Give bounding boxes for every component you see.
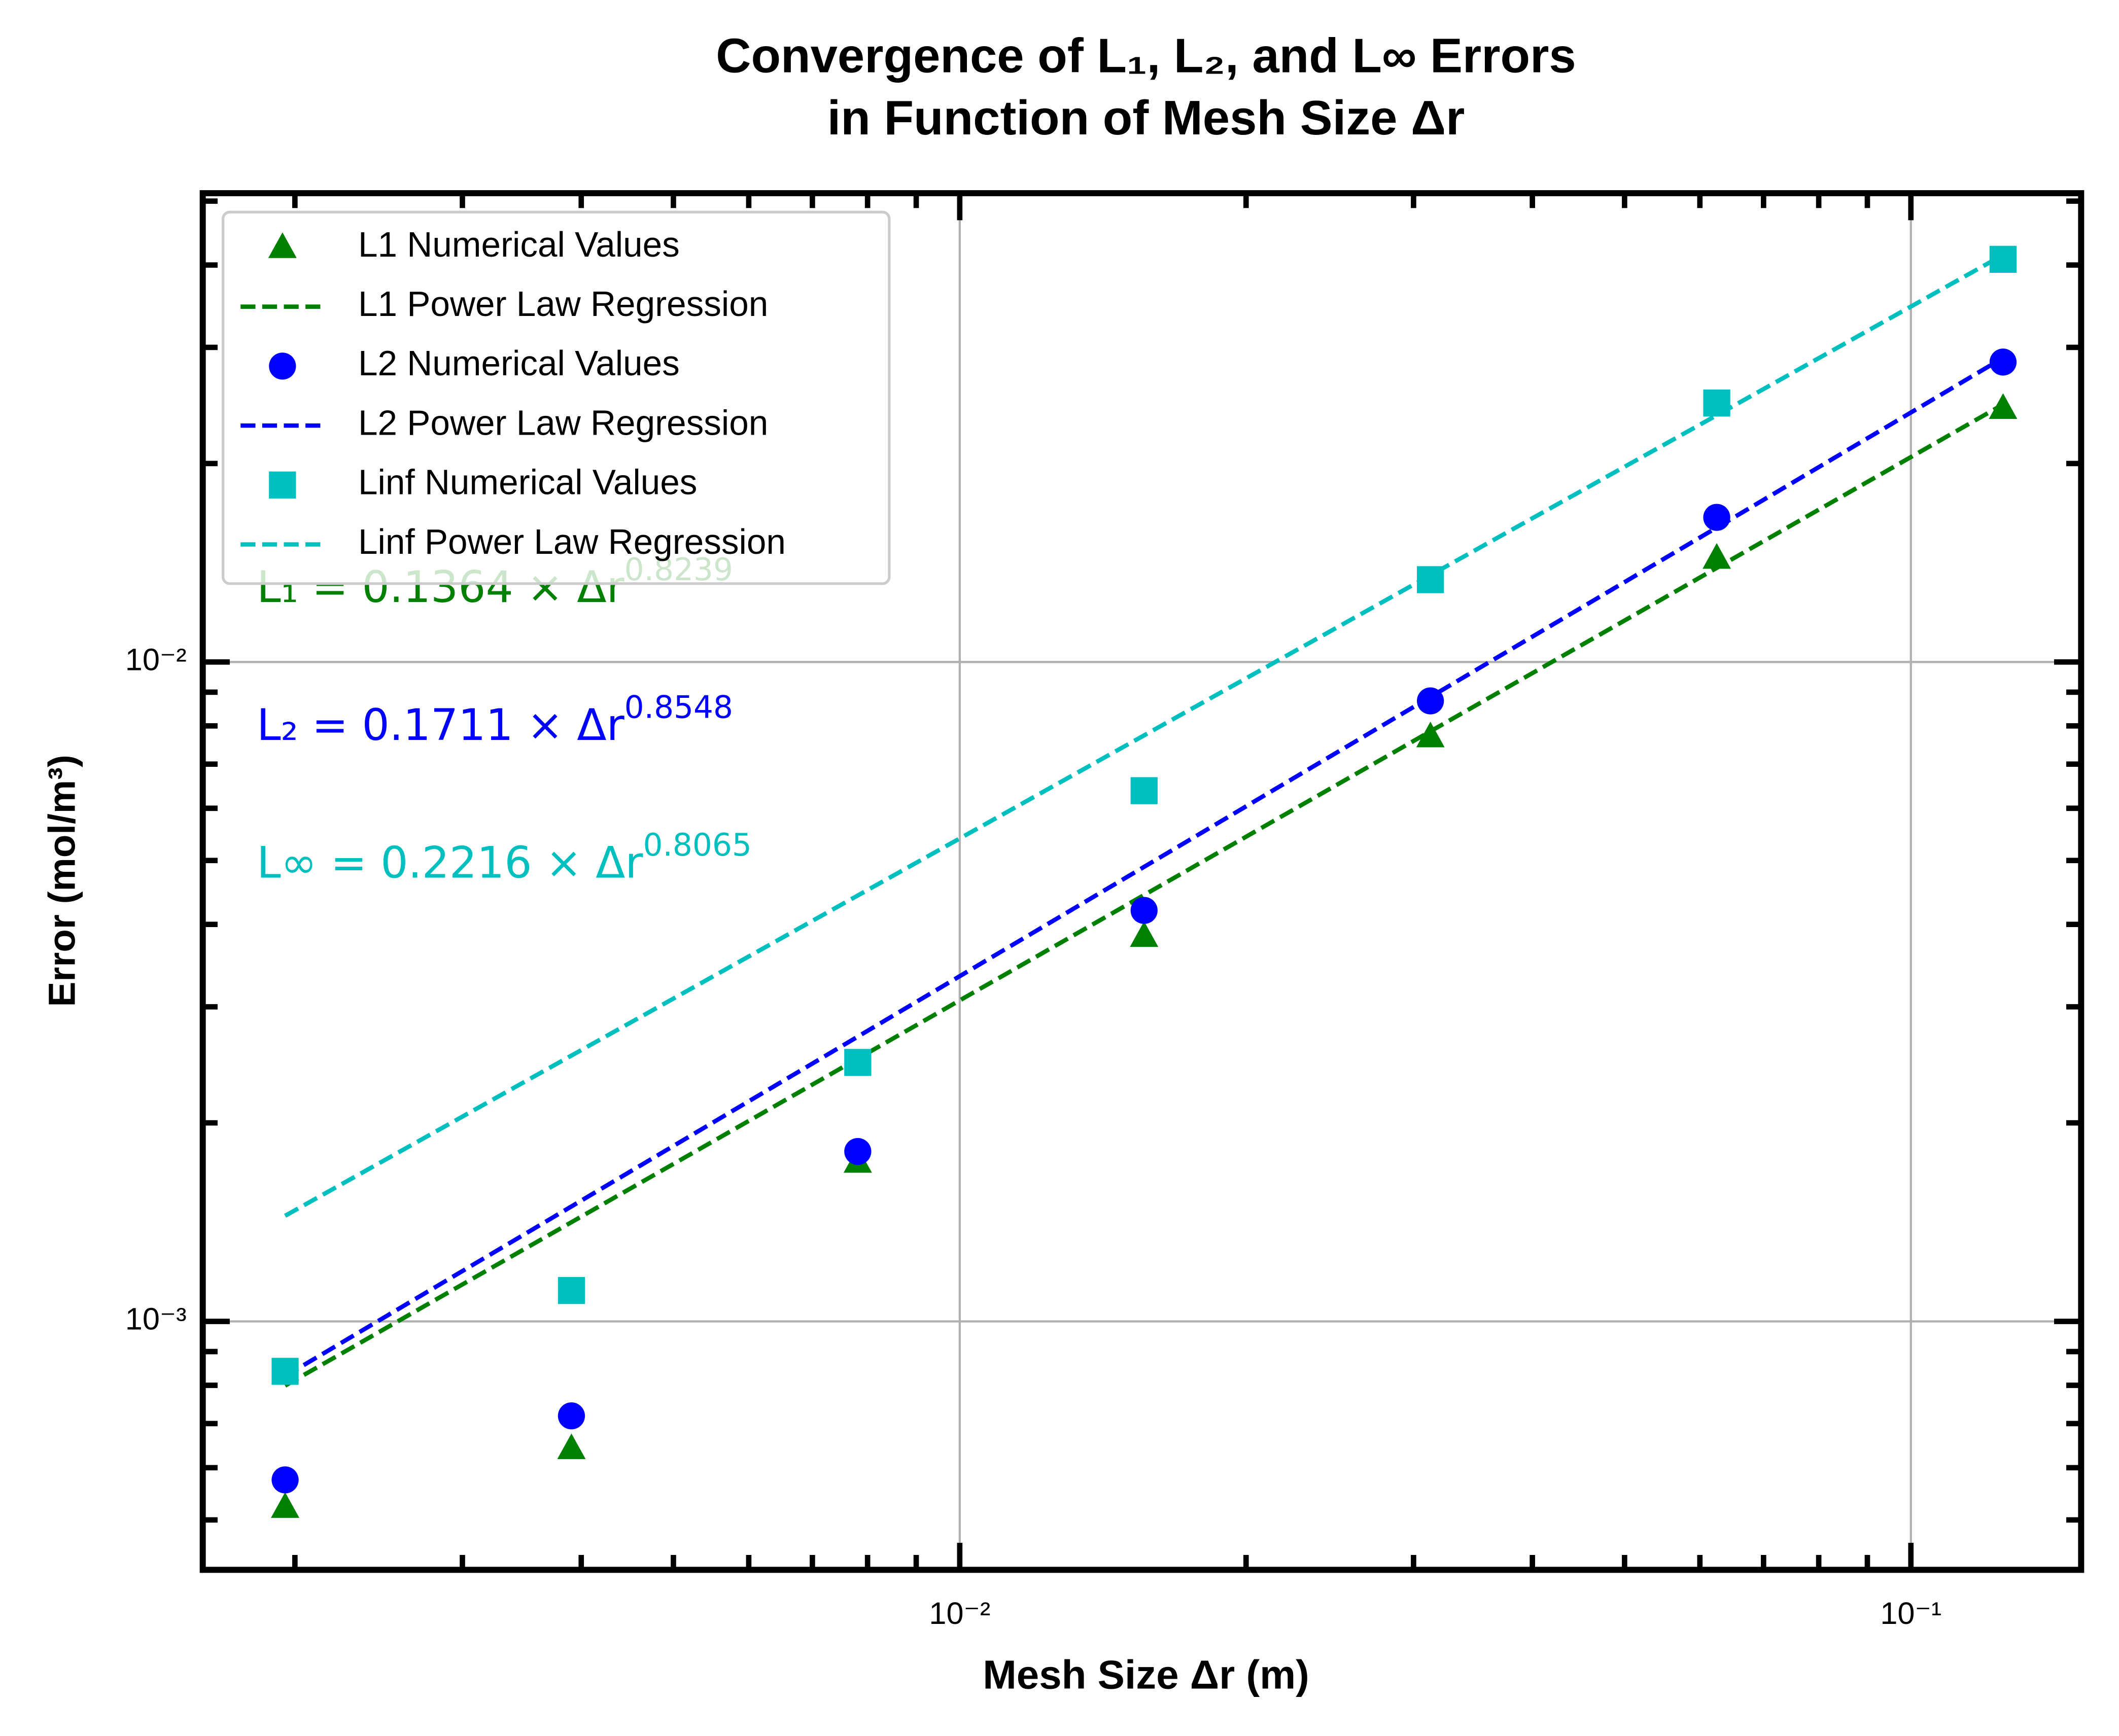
equation-annotation: L∞ = 0.2216 × Δr0.8065: [257, 827, 752, 889]
circle-marker: [558, 1402, 585, 1430]
square-marker: [1989, 245, 2017, 273]
chart-subtitle: in Function of Mesh Size Δr: [827, 91, 1465, 145]
triangle-marker: [557, 1433, 586, 1460]
square-marker: [271, 1358, 299, 1385]
triangle-marker: [1130, 921, 1159, 947]
square-marker: [269, 471, 296, 499]
square-marker: [1417, 566, 1444, 593]
circle-marker: [1989, 348, 2017, 376]
triangle-marker: [268, 232, 297, 258]
circle-marker: [271, 1466, 299, 1494]
y-axis-label: Error (mol/m³): [41, 755, 83, 1007]
circle-marker: [844, 1138, 872, 1165]
equation-annotation: L₂ = 0.1711 × Δr0.8548: [257, 689, 733, 751]
x-tick-label: 10⁻²: [929, 1596, 990, 1631]
triangle-marker: [1989, 393, 2018, 419]
equation-exponent: 0.8065: [643, 827, 751, 863]
y-tick-label: 10⁻³: [125, 1302, 187, 1336]
equation-text: L₂ = 0.1711 × Δr: [257, 700, 624, 751]
regression-line: [284, 253, 2004, 1218]
circle-marker: [1417, 687, 1444, 715]
chart-title: Convergence of L₁, L₂, and L∞ Errors: [716, 29, 1576, 83]
triangle-marker: [1416, 721, 1445, 748]
x-tick-label: 10⁻¹: [1880, 1596, 1941, 1631]
legend-label: L1 Power Law Regression: [358, 284, 768, 324]
legend-label: L1 Numerical Values: [358, 225, 680, 264]
regression-line: [284, 356, 2004, 1378]
legend-label: L2 Power Law Regression: [358, 403, 768, 442]
legend-label: L2 Numerical Values: [358, 343, 680, 383]
plot-frame: [199, 190, 2085, 1573]
legend-box: [221, 210, 891, 585]
equation-text: L∞ = 0.2216 × Δr: [257, 838, 643, 889]
legend-label: Linf Power Law Regression: [358, 522, 786, 561]
circle-marker: [269, 352, 296, 380]
legend: L1 Numerical Values L1 Power Law Regressi…: [221, 210, 891, 585]
y-tick-label: 10⁻²: [125, 643, 187, 677]
square-marker: [1130, 777, 1158, 804]
legend-label: Linf Numerical Values: [358, 463, 697, 502]
square-marker: [558, 1277, 585, 1304]
triangle-marker: [271, 1492, 299, 1518]
circle-marker: [1703, 504, 1730, 531]
x-axis-label: Mesh Size Δr (m): [983, 1652, 1309, 1697]
square-marker: [1703, 389, 1730, 417]
circle-marker: [1130, 897, 1158, 924]
triangle-marker: [1703, 543, 1731, 569]
equation-exponent: 0.8548: [624, 689, 733, 725]
square-marker: [844, 1049, 872, 1076]
